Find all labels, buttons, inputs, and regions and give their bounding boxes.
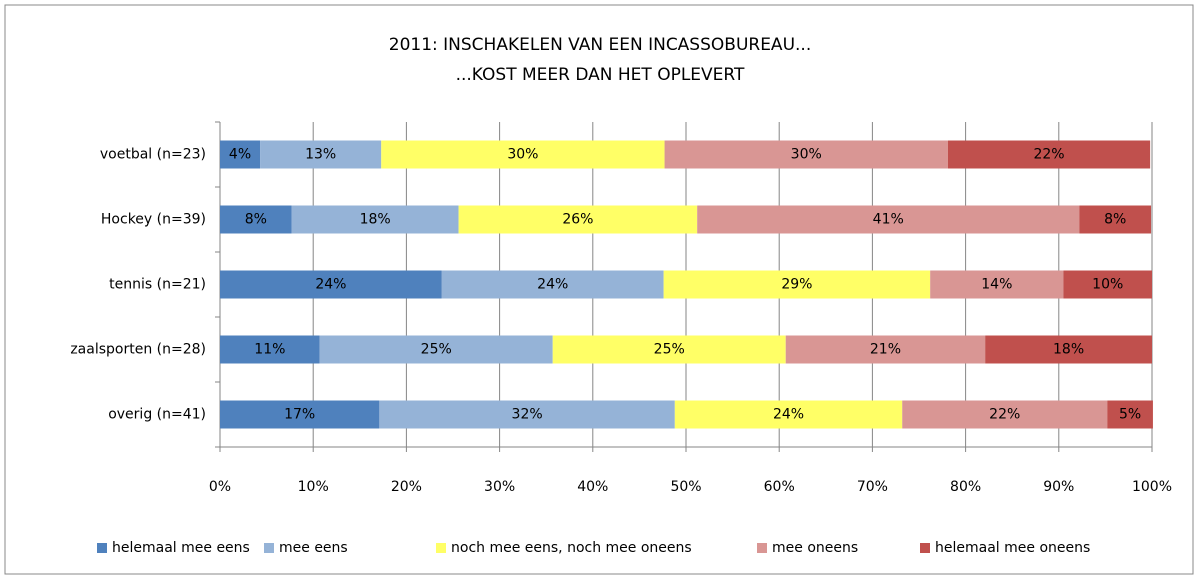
bar-segment bbox=[458, 205, 698, 234]
legend-label: mee oneens bbox=[772, 540, 858, 556]
bar-segment bbox=[785, 335, 986, 364]
x-tick-label: 90% bbox=[1043, 479, 1074, 495]
bar-segment bbox=[319, 335, 553, 364]
value-label: 25% bbox=[421, 342, 452, 358]
bar-segment bbox=[664, 140, 948, 169]
value-label: 24% bbox=[315, 277, 346, 293]
bar-segment bbox=[220, 205, 292, 234]
x-tick-label: 60% bbox=[764, 479, 795, 495]
bar-segment bbox=[930, 270, 1064, 299]
value-label: 5% bbox=[1119, 407, 1141, 423]
legend-swatch bbox=[757, 543, 767, 553]
value-label: 24% bbox=[537, 277, 568, 293]
bar-segment bbox=[697, 205, 1080, 234]
x-tick-label: 0% bbox=[209, 479, 231, 495]
bar-segment bbox=[441, 270, 664, 299]
bar-segment bbox=[902, 400, 1108, 429]
chart-title: 2011: INSCHAKELEN VAN EEN INCASSOBUREAU.… bbox=[389, 35, 811, 55]
bar-segment bbox=[379, 400, 675, 429]
bar-segment bbox=[291, 205, 459, 234]
value-label: 24% bbox=[773, 407, 804, 423]
y-tick-label: voetbal (n=23) bbox=[100, 147, 206, 163]
x-tick-label: 50% bbox=[670, 479, 701, 495]
value-label: 4% bbox=[229, 147, 251, 163]
bar-segment bbox=[947, 140, 1151, 169]
value-label: 18% bbox=[360, 212, 391, 228]
value-label: 13% bbox=[305, 147, 336, 163]
value-label: 29% bbox=[781, 277, 812, 293]
value-label: 41% bbox=[873, 212, 904, 228]
value-label: 21% bbox=[870, 342, 901, 358]
legend-label: helemaal mee oneens bbox=[935, 540, 1090, 556]
bar-segment bbox=[1063, 270, 1152, 299]
x-tick-label: 10% bbox=[298, 479, 329, 495]
legend-swatch bbox=[97, 543, 107, 553]
value-label: 22% bbox=[1033, 147, 1064, 163]
value-label: 8% bbox=[245, 212, 267, 228]
bar-segment bbox=[220, 335, 320, 364]
value-label: 8% bbox=[1104, 212, 1126, 228]
bar-segment bbox=[260, 140, 382, 169]
value-label: 11% bbox=[254, 342, 285, 358]
chart-title: ...KOST MEER DAN HET OPLEVERT bbox=[456, 65, 745, 85]
y-tick-label: zaalsporten (n=28) bbox=[70, 342, 206, 358]
bar-segment bbox=[220, 140, 261, 169]
value-label: 22% bbox=[989, 407, 1020, 423]
bar-segment bbox=[220, 400, 380, 429]
bar-segment bbox=[663, 270, 931, 299]
legend-label: noch mee eens, noch mee oneens bbox=[451, 540, 692, 556]
value-label: 32% bbox=[512, 407, 543, 423]
legend-swatch bbox=[920, 543, 930, 553]
legend-swatch bbox=[264, 543, 274, 553]
bar-segment bbox=[1079, 205, 1152, 234]
legend-label: mee eens bbox=[279, 540, 348, 556]
value-label: 25% bbox=[654, 342, 685, 358]
x-tick-label: 30% bbox=[484, 479, 515, 495]
x-tick-label: 40% bbox=[577, 479, 608, 495]
y-tick-label: overig (n=41) bbox=[108, 407, 206, 423]
value-label: 26% bbox=[562, 212, 593, 228]
bar-segment bbox=[220, 270, 442, 299]
bar-segment bbox=[1107, 400, 1153, 429]
legend-swatch bbox=[436, 543, 446, 553]
value-label: 30% bbox=[507, 147, 538, 163]
x-tick-label: 100% bbox=[1132, 479, 1172, 495]
value-label: 30% bbox=[791, 147, 822, 163]
y-tick-label: Hockey (n=39) bbox=[101, 212, 206, 228]
bar-segment bbox=[552, 335, 786, 364]
bar-segment bbox=[674, 400, 903, 429]
value-label: 18% bbox=[1053, 342, 1084, 358]
bar-segment bbox=[381, 140, 665, 169]
value-label: 10% bbox=[1092, 277, 1123, 293]
y-tick-label: tennis (n=21) bbox=[109, 277, 206, 293]
legend-label: helemaal mee eens bbox=[112, 540, 250, 556]
x-tick-label: 20% bbox=[391, 479, 422, 495]
value-label: 17% bbox=[284, 407, 315, 423]
x-tick-label: 70% bbox=[857, 479, 888, 495]
x-tick-label: 80% bbox=[950, 479, 981, 495]
bar-segment bbox=[985, 335, 1152, 364]
value-label: 14% bbox=[981, 277, 1012, 293]
